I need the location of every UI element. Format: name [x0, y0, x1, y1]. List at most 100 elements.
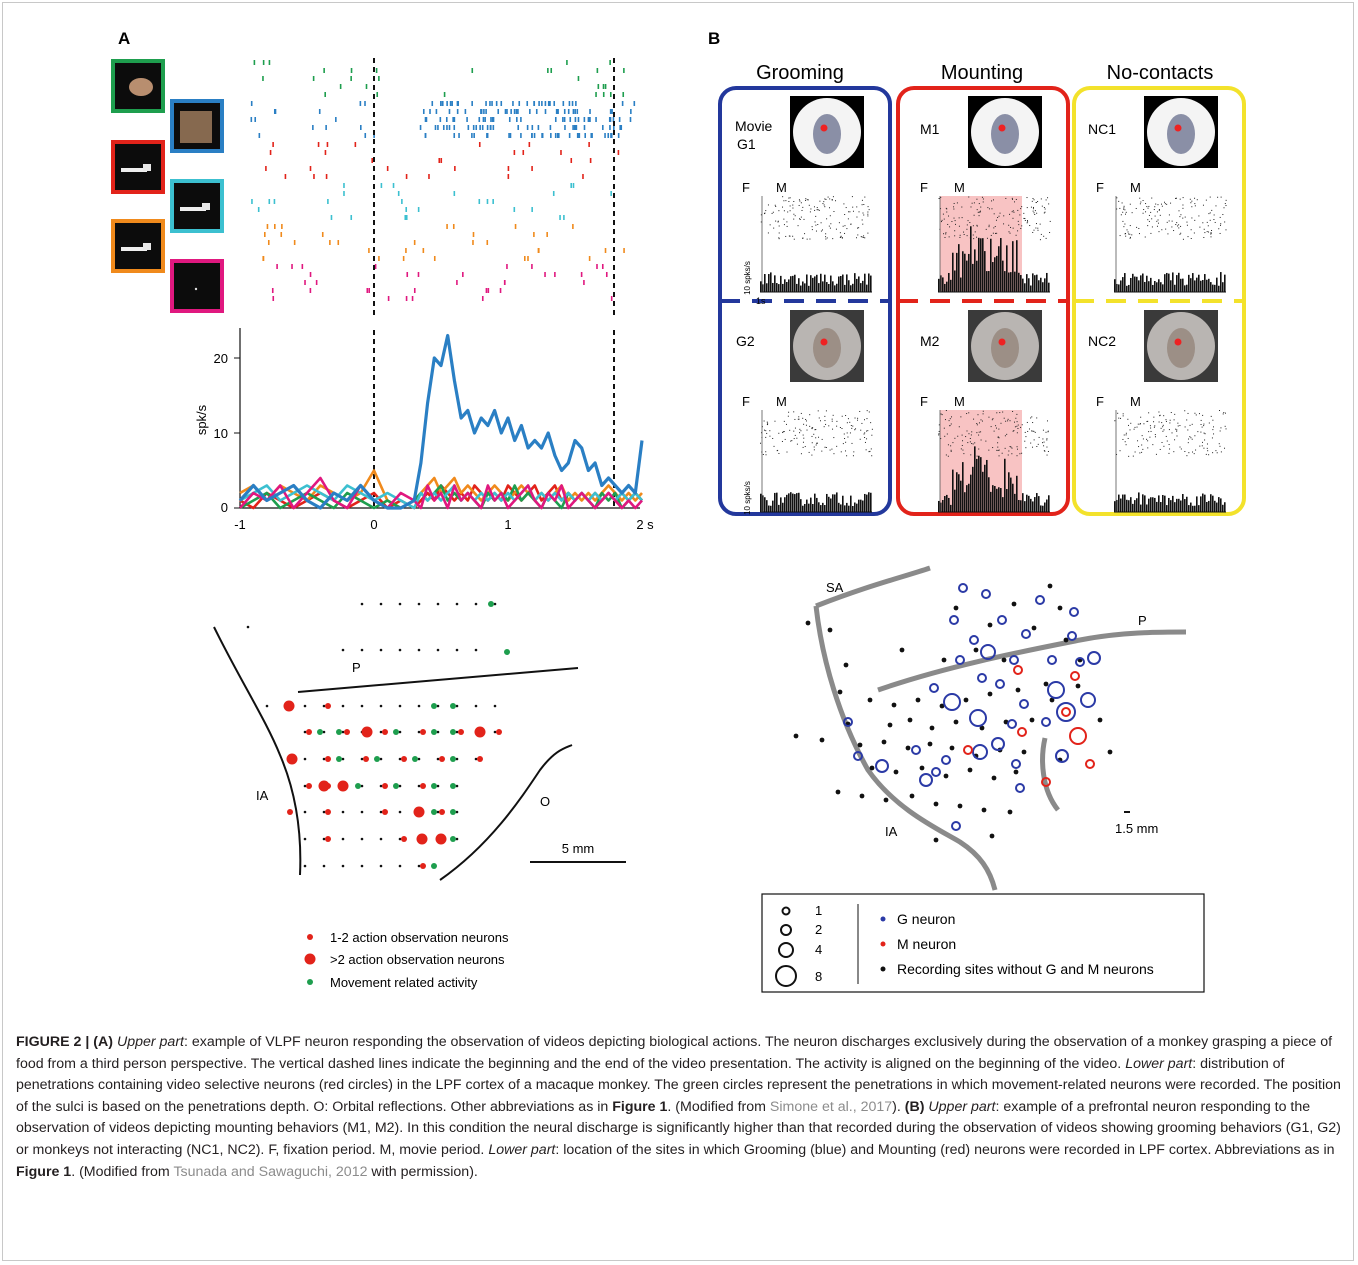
site-movement-activity	[450, 756, 456, 762]
grid-site	[417, 648, 421, 652]
size-legend-label-2: 2	[815, 922, 822, 937]
caption-a-citation[interactable]: Simone et al., 2017	[769, 1098, 893, 1115]
site-over-2-neurons	[416, 833, 428, 845]
grid-site	[341, 810, 345, 814]
recording-site	[905, 745, 911, 751]
caption-b-mod-post: with permission).	[367, 1163, 478, 1180]
period-m-label: M	[776, 394, 787, 409]
recording-site	[1043, 681, 1049, 687]
g-neuron-site	[1047, 681, 1065, 699]
caption-a-upper-label: Upper part	[116, 1034, 184, 1050]
recording-site	[869, 765, 875, 771]
ia-sulcus	[813, 605, 998, 891]
face-marker	[820, 124, 828, 132]
stimulus-thumb-5	[111, 219, 165, 273]
site-1-2-neurons	[325, 756, 331, 762]
raster-row-3	[265, 142, 620, 179]
site-1-2-neurons	[496, 729, 502, 735]
period-f-label: F	[1096, 394, 1104, 409]
recording-site	[941, 657, 947, 663]
site-over-2-neurons	[318, 780, 330, 792]
site-movement-activity	[488, 601, 494, 607]
psth-xtick-0: 0	[370, 517, 377, 532]
figure-caption: FIGURE 2 | (A) Upper part: example of VL…	[16, 1032, 1342, 1183]
site-1-2-neurons	[420, 863, 426, 869]
grid-site	[360, 704, 364, 708]
site-movement-activity	[393, 729, 399, 735]
g-neuron-site	[1019, 699, 1029, 709]
figure-graphic: A B spk/s 0 10 20 -1 0 1 2 s P IA O 5 mm	[111, 29, 1246, 993]
grid-site	[265, 704, 269, 708]
g-neuron-site	[1056, 702, 1076, 722]
map-a-label-o: O	[540, 794, 550, 809]
site-movement-activity	[431, 703, 437, 709]
caption-a-lower-label: Lower part	[1125, 1055, 1193, 1072]
site-movement-activity	[431, 809, 437, 815]
grid-site	[455, 730, 459, 734]
grid-site	[379, 784, 383, 788]
period-m-label: M	[954, 394, 965, 409]
caption-b-fig-ref[interactable]: Figure 1	[16, 1163, 72, 1180]
face-marker	[1174, 338, 1182, 346]
g-neuron-site	[1069, 607, 1079, 617]
recording-site	[899, 647, 905, 653]
size-legend-8	[775, 965, 797, 987]
site-1-2-neurons	[325, 703, 331, 709]
recording-site	[991, 775, 997, 781]
grid-site	[398, 648, 402, 652]
legend-small-red-label: 1-2 action observation neurons	[330, 930, 509, 945]
period-m-label: M	[1130, 180, 1141, 195]
psth-ytick-20: 20	[214, 351, 228, 366]
grid-site	[474, 602, 478, 606]
grid-site	[398, 704, 402, 708]
recording-site	[973, 647, 979, 653]
caption-a-fig-ref[interactable]: Figure 1	[612, 1098, 668, 1115]
g-neuron-site	[951, 821, 961, 831]
grid-site	[436, 810, 440, 814]
recording-site	[1015, 687, 1021, 693]
site-over-2-neurons	[337, 780, 349, 792]
recording-site	[963, 697, 969, 703]
panel-b-label: B	[708, 29, 720, 48]
g-neuron-site	[949, 615, 959, 625]
site-1-2-neurons	[325, 836, 331, 842]
title-no-contacts: No-contacts	[1107, 62, 1214, 84]
grid-site	[455, 757, 459, 761]
g-neuron-site	[977, 673, 987, 683]
cell-1-2: F M 10 spks/s	[742, 310, 873, 515]
recording-site	[1029, 717, 1035, 723]
recording-site	[1049, 697, 1055, 703]
recording-site	[837, 689, 843, 695]
site-movement-activity	[317, 729, 323, 735]
grid-site	[360, 757, 364, 761]
monkey-shape	[991, 328, 1019, 368]
grid-site	[360, 784, 364, 788]
label-movie-word: Movie	[735, 118, 773, 134]
recording-site	[979, 725, 985, 731]
grid-site	[303, 704, 307, 708]
recording-site	[867, 697, 873, 703]
recording-site	[835, 789, 841, 795]
g-neuron-site	[997, 615, 1007, 625]
grid-site	[398, 864, 402, 868]
g-neuron-site	[969, 709, 987, 727]
face-marker	[820, 338, 828, 346]
recording-site	[819, 737, 825, 743]
rate-scale-label: 10 spks/s	[743, 261, 752, 295]
size-legend-label-4: 4	[815, 942, 822, 957]
grid-site	[246, 625, 250, 629]
site-movement-activity	[412, 756, 418, 762]
label-g2: G2	[736, 333, 755, 349]
grid-site	[455, 704, 459, 708]
caption-b-citation[interactable]: Tsunada and Sawaguchi, 2012	[173, 1163, 368, 1180]
caption-b-mod-pre: . (Modified from	[71, 1163, 174, 1180]
site-movement-activity	[336, 756, 342, 762]
raster-row-4	[251, 183, 612, 220]
caption-b-upper-text: : example of a prefrontal neuron respond…	[16, 1098, 1341, 1158]
caption-figure-label: FIGURE 2 |	[16, 1034, 90, 1050]
map-b-label-ia: IA	[885, 824, 898, 839]
grid-site	[379, 837, 383, 841]
m-neuron-site	[1085, 759, 1095, 769]
grid-site	[360, 602, 364, 606]
